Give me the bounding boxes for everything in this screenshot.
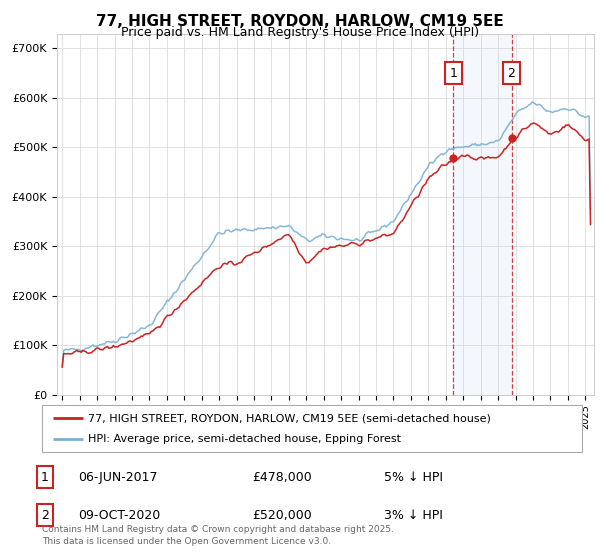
Text: 1: 1 (41, 470, 49, 484)
Text: Price paid vs. HM Land Registry's House Price Index (HPI): Price paid vs. HM Land Registry's House … (121, 26, 479, 39)
Text: 77, HIGH STREET, ROYDON, HARLOW, CM19 5EE (semi-detached house): 77, HIGH STREET, ROYDON, HARLOW, CM19 5E… (88, 413, 491, 423)
Text: 2: 2 (41, 508, 49, 522)
Text: 09-OCT-2020: 09-OCT-2020 (78, 508, 160, 522)
Text: £478,000: £478,000 (252, 470, 312, 484)
Text: 1: 1 (449, 67, 457, 80)
Text: 2: 2 (508, 67, 515, 80)
Text: 5% ↓ HPI: 5% ↓ HPI (384, 470, 443, 484)
Text: 06-JUN-2017: 06-JUN-2017 (78, 470, 157, 484)
Bar (454, 34, 512, 395)
Text: 77, HIGH STREET, ROYDON, HARLOW, CM19 5EE: 77, HIGH STREET, ROYDON, HARLOW, CM19 5E… (96, 14, 504, 29)
Text: Contains HM Land Registry data © Crown copyright and database right 2025.
This d: Contains HM Land Registry data © Crown c… (42, 525, 394, 546)
Text: £520,000: £520,000 (252, 508, 312, 522)
Text: 3% ↓ HPI: 3% ↓ HPI (384, 508, 443, 522)
Text: HPI: Average price, semi-detached house, Epping Forest: HPI: Average price, semi-detached house,… (88, 434, 401, 444)
FancyBboxPatch shape (42, 405, 582, 452)
